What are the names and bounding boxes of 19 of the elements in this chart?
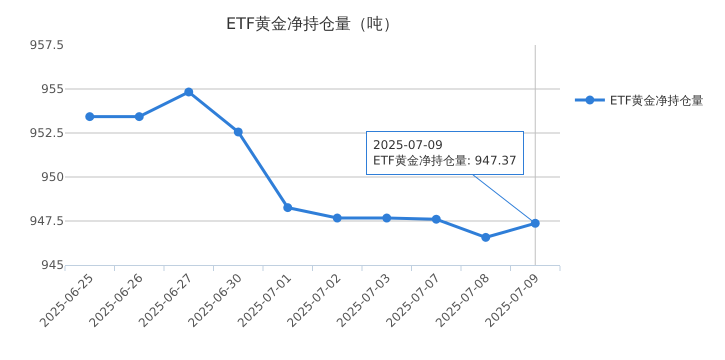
point [283,203,292,212]
point [332,214,342,223]
point [85,112,94,122]
legend-label: ETF黄金净持仓量 [610,94,704,108]
point [432,214,441,224]
y-tick-label: 955 [41,82,64,96]
y-tick-label: 950 [41,170,64,184]
y-tick-label: 957.5 [30,38,64,52]
point [134,112,144,122]
point [530,218,540,228]
point [481,232,490,242]
point [234,127,243,136]
y-tick-label: 947.5 [30,214,64,228]
y-tick-label: 952.5 [30,126,64,140]
point [184,87,194,96]
y-tick-label: 945 [41,258,64,272]
chart-title: ETF黄金净持仓量（吨） [226,14,400,34]
annotation: 2025-07-09 ETF黄金净持仓量: 947.37 [373,138,517,168]
point [382,214,392,223]
